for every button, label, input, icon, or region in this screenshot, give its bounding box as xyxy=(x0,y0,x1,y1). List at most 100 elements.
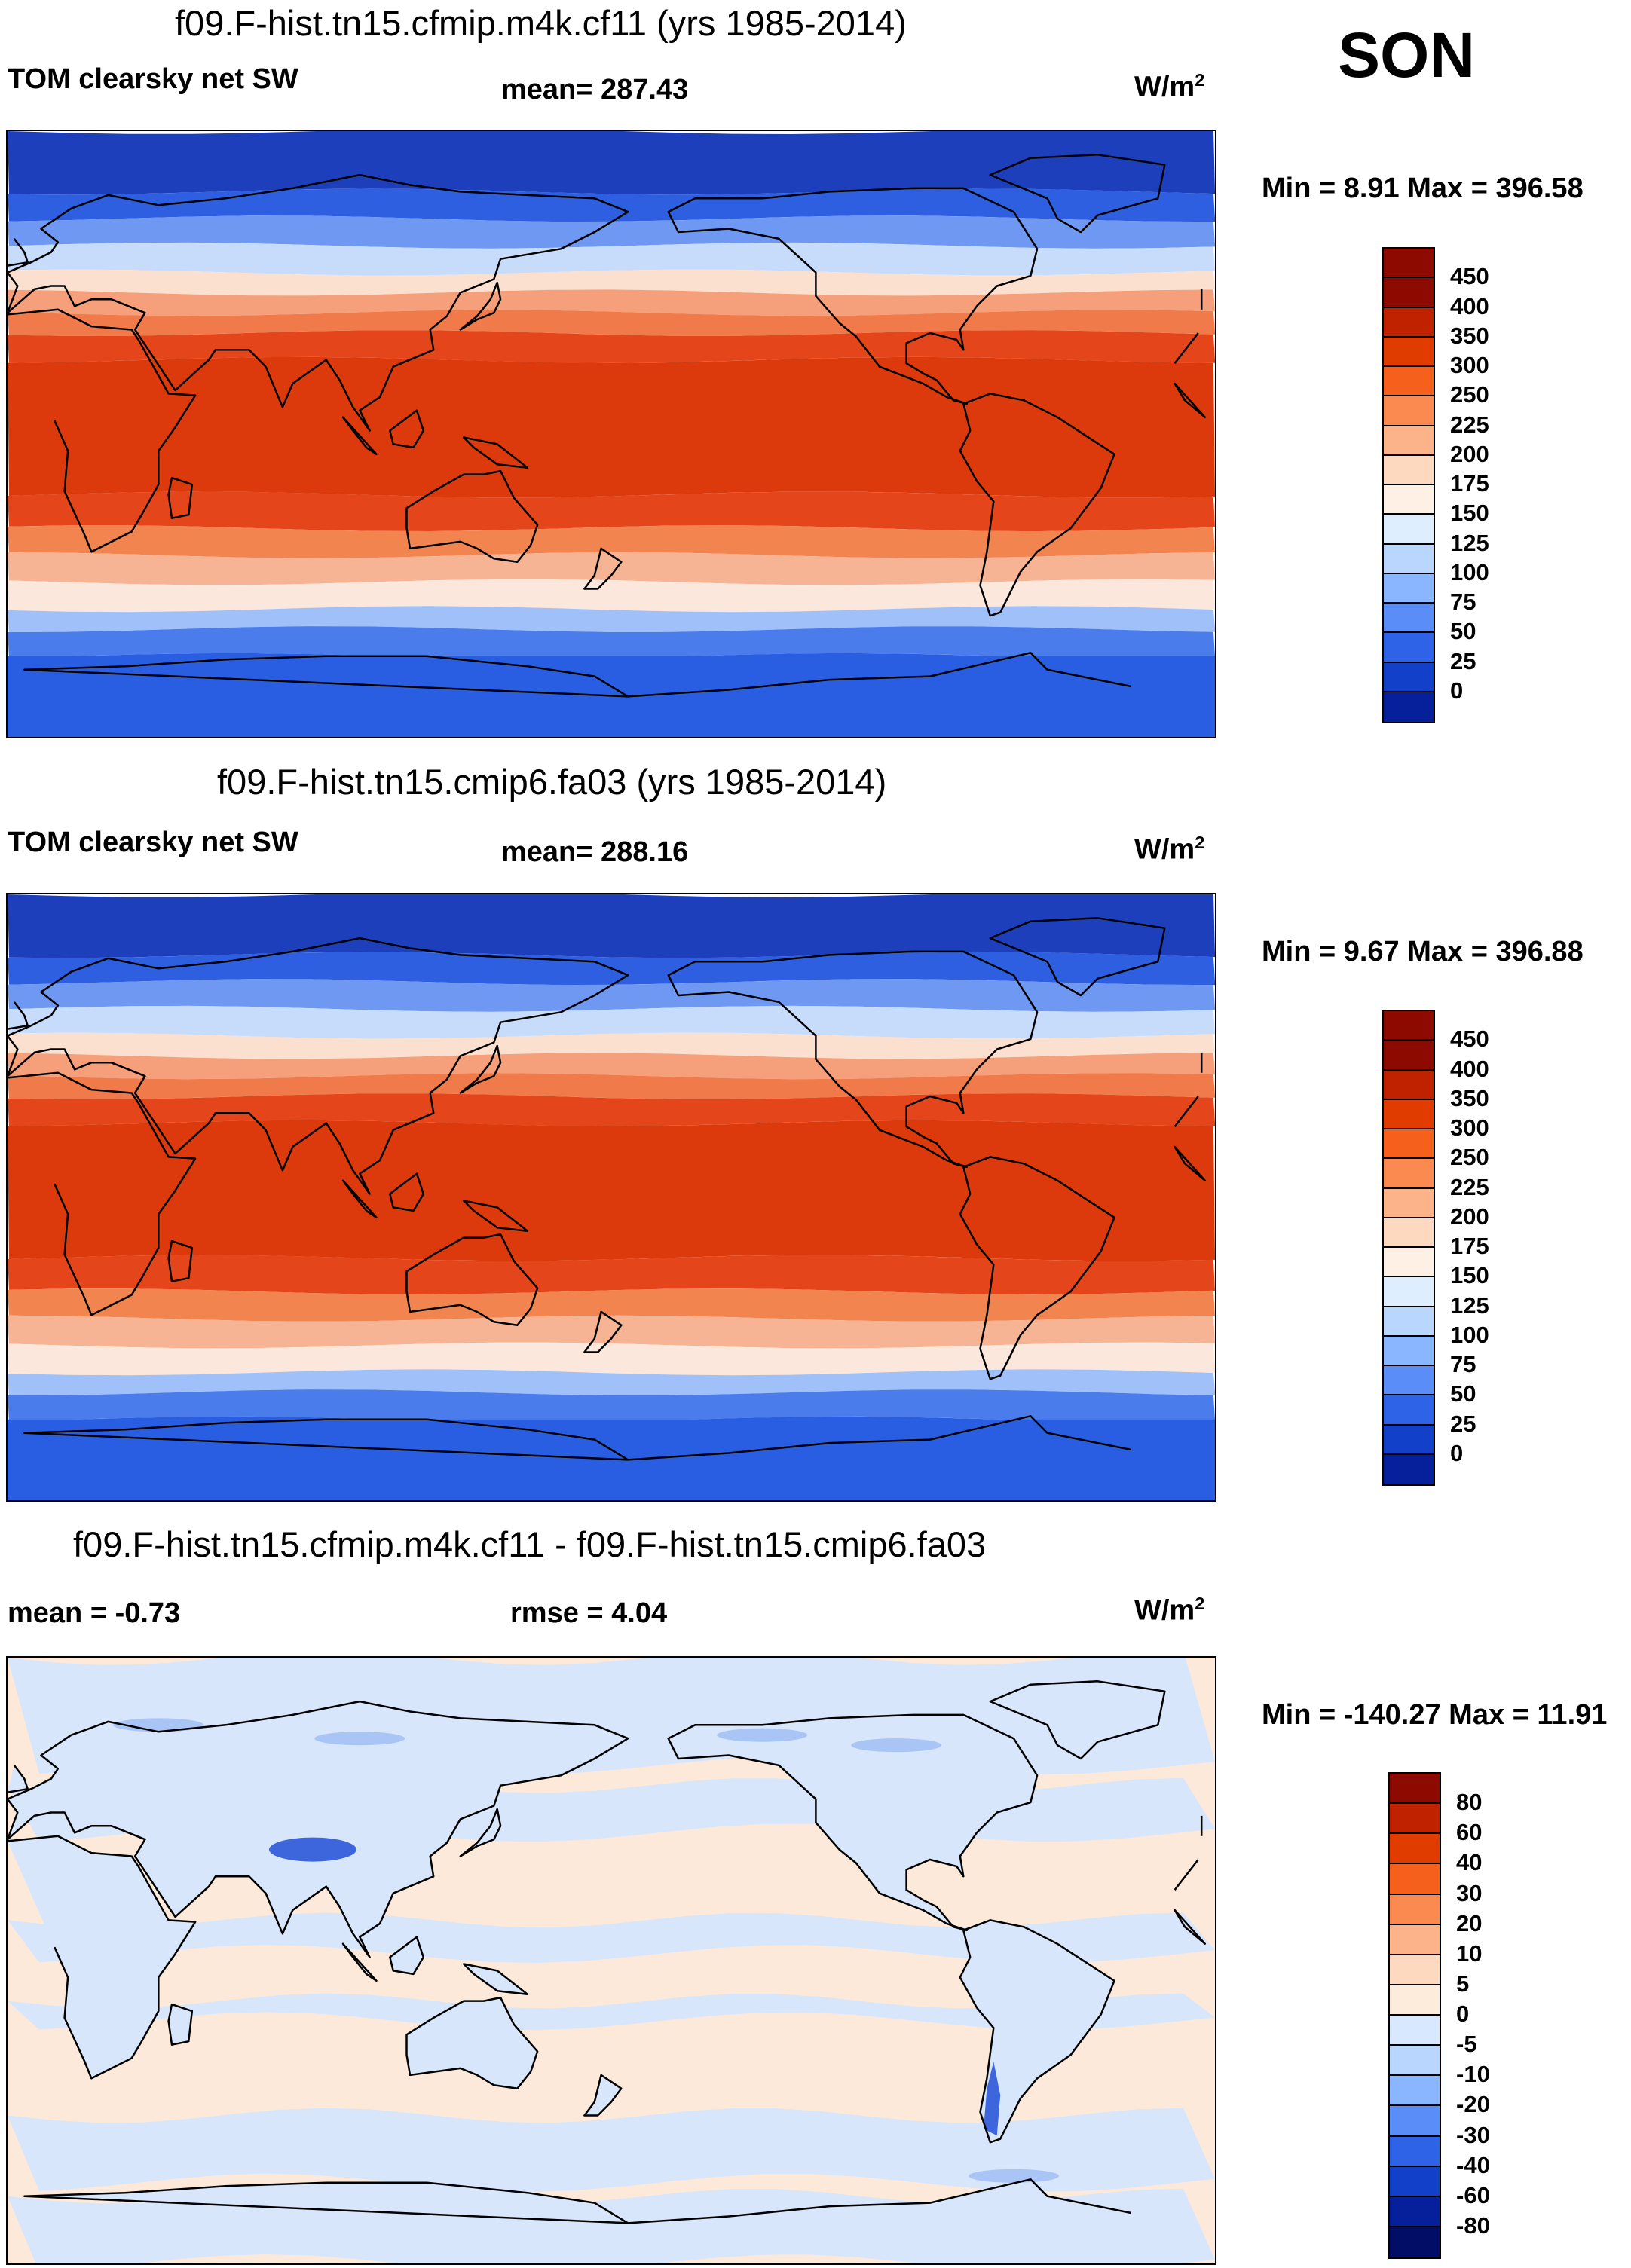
sw-band xyxy=(8,131,1215,195)
panel3-colorbar-swatch xyxy=(1390,2016,1440,2046)
coastline xyxy=(405,1233,539,1326)
panel1-colorbar-swatch xyxy=(1384,662,1434,692)
coastline xyxy=(583,1310,623,1353)
panel1-colorbar-swatch xyxy=(1384,544,1434,574)
coastline xyxy=(23,1415,1132,1461)
diff-zone xyxy=(8,2108,1215,2192)
panel1-title: f09.F-hist.tn15.cfmip.m4k.cf11 (yrs 1985… xyxy=(175,3,907,43)
panel1-colorbar-tick-label: 100 xyxy=(1450,558,1489,585)
panel3-colorbar xyxy=(1388,1772,1441,2259)
panel2-colorbar-swatch xyxy=(1384,1159,1434,1189)
panel3-colorbar-swatch xyxy=(1390,1955,1440,1985)
sw-band xyxy=(8,606,1215,632)
panel2-colorbar-swatch xyxy=(1384,1454,1434,1484)
sw-band xyxy=(8,1093,1215,1126)
panel1-colorbar-swatch xyxy=(1384,455,1434,485)
panel2-colorbar-swatch xyxy=(1384,1188,1434,1218)
sw-band xyxy=(8,979,1215,1012)
panel1-colorbar-tick-label: 175 xyxy=(1450,470,1489,497)
panel2-colorbar-tick-label: 450 xyxy=(1450,1025,1489,1053)
panel1-colorbar-swatch xyxy=(1384,515,1434,545)
panel2-colorbar-tick-label: 0 xyxy=(1450,1439,1464,1466)
sw-band xyxy=(8,1315,1215,1349)
sw-band xyxy=(8,579,1215,613)
coastline xyxy=(667,950,1039,1169)
coastline xyxy=(989,154,1166,234)
panel1-colorbar-swatch xyxy=(1384,692,1434,722)
coastline xyxy=(959,1919,1115,2144)
panel2-colorbar-tick-label: 400 xyxy=(1450,1055,1489,1082)
sw-band xyxy=(8,491,1215,532)
panel1-colorbar-swatch xyxy=(1384,278,1434,308)
coastline xyxy=(667,187,1039,405)
coastline xyxy=(459,1808,502,1857)
diff-land xyxy=(460,1809,501,1857)
coastline xyxy=(989,1680,1166,1760)
coastline xyxy=(8,173,1203,432)
diff-land xyxy=(8,1765,28,1793)
diff-land xyxy=(8,1835,1205,2079)
panel3-colorbar-tick-label: 80 xyxy=(1456,1789,1483,1816)
diff-patch xyxy=(969,2169,1059,2183)
coastline xyxy=(959,1156,1115,1380)
coastline xyxy=(167,2003,194,2046)
sw-band xyxy=(8,552,1215,585)
panel1-colorbar-tick-label: 150 xyxy=(1450,500,1489,527)
coastline xyxy=(989,917,1166,997)
panel2-colorbar-swatch xyxy=(1384,1366,1434,1396)
panel1-colorbar-tick-label: 125 xyxy=(1450,529,1489,556)
sw-band xyxy=(8,330,1215,363)
panel3-colorbar-tick-label: 30 xyxy=(1456,1879,1483,1906)
coastline xyxy=(8,308,1206,553)
panel2-colorbar-tick-label: 250 xyxy=(1450,1144,1489,1171)
coastline xyxy=(389,1172,425,1212)
panel2-colorbar-swatch xyxy=(1384,1099,1434,1129)
diff-land xyxy=(990,1681,1165,1759)
sw-band xyxy=(8,1389,1215,1423)
panel1-colorbar-swatch xyxy=(1384,396,1434,426)
panel3-colorbar-swatch xyxy=(1390,2196,1440,2227)
panel3-colorbar-tick-label: -80 xyxy=(1456,2211,1490,2239)
panel2-colorbar-tick-label: 125 xyxy=(1450,1291,1489,1319)
diff-patch xyxy=(314,1732,405,1746)
sw-band xyxy=(8,1255,1215,1295)
sw-band xyxy=(8,1053,1215,1080)
panel3-map xyxy=(6,1656,1216,2265)
panel1-colorbar xyxy=(1382,247,1435,723)
diff-land xyxy=(8,1701,1202,1958)
panel3-colorbar-swatch xyxy=(1390,1924,1440,1955)
panel3-rmse-label: rmse = 4.04 xyxy=(510,1597,668,1629)
panel1-colorbar-tick-label: 50 xyxy=(1450,618,1476,645)
coastline xyxy=(959,393,1115,617)
panel3-colorbar-tick-label: -20 xyxy=(1456,2091,1490,2118)
panel1-colorbar-tick-label: 200 xyxy=(1450,440,1489,467)
panel3-colorbar-tick-label: 5 xyxy=(1456,1970,1470,1997)
panel3-colorbar-swatch xyxy=(1390,1774,1440,1805)
panel2-colorbar-tick-label: 150 xyxy=(1450,1262,1489,1289)
sw-band xyxy=(8,310,1215,336)
panel2-colorbar-swatch xyxy=(1384,1218,1434,1248)
panel2-colorbar-swatch xyxy=(1384,1041,1434,1071)
sw-band xyxy=(8,1342,1215,1376)
panel1-colorbar-swatch xyxy=(1384,307,1434,338)
season-label: SON xyxy=(1338,20,1476,90)
sw-band xyxy=(8,1120,1215,1261)
panel1-colorbar-tick-label: 400 xyxy=(1450,292,1489,319)
coastline xyxy=(8,1071,1206,1316)
panel3-colorbar-swatch xyxy=(1390,1985,1440,2016)
panel1-colorbar-tick-label: 250 xyxy=(1450,381,1489,408)
panel3-colorbar-tick-label: 40 xyxy=(1456,1849,1483,1876)
panel1-colorbar-swatch xyxy=(1384,249,1434,279)
panel3-colorbar-swatch xyxy=(1390,2046,1440,2077)
panel2-colorbar-tick-label: 25 xyxy=(1450,1410,1476,1437)
coastline xyxy=(462,1200,529,1232)
diff-zone xyxy=(8,1993,1215,2031)
andes-anomaly xyxy=(983,2062,1001,2136)
coastline xyxy=(462,1963,529,1995)
coastline xyxy=(341,416,378,456)
diff-patch xyxy=(851,1738,942,1753)
diff-land xyxy=(168,2004,192,2045)
panel3-colorbar-tick-label: -5 xyxy=(1456,2031,1477,2058)
diff-land xyxy=(406,1997,538,2089)
diff-zone xyxy=(8,1912,1215,1963)
